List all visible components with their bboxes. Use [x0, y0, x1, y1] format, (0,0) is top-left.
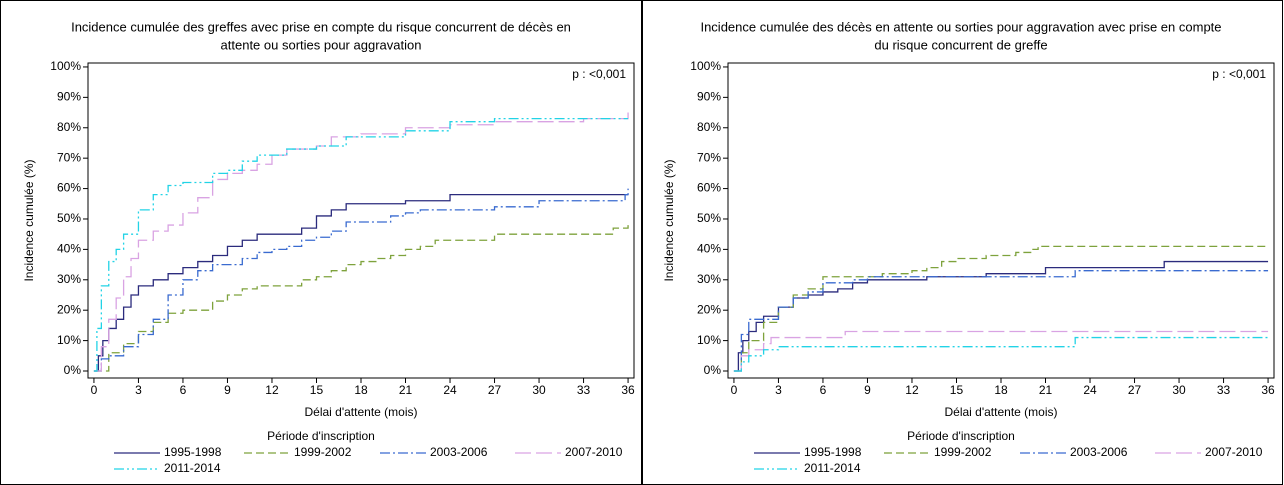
y-axis-label: Incidence cumulée (%)	[662, 159, 676, 281]
y-tick-label: 50%	[57, 211, 81, 225]
x-tick-label: 18	[994, 383, 1008, 397]
series-line	[93, 117, 629, 372]
x-tick-label: 18	[354, 383, 368, 397]
y-tick-label: 90%	[697, 90, 721, 104]
legend-label: 1999-2002	[294, 445, 352, 459]
series-line	[93, 225, 629, 372]
annotation: p : <0,001	[1212, 67, 1266, 81]
legend-label: 1995-1998	[804, 445, 862, 459]
chart-title: du risque concurrent de greffe	[874, 37, 1047, 52]
y-tick-label: 30%	[697, 272, 721, 286]
y-tick-label: 30%	[57, 272, 81, 286]
legend-title: Période d'inscription	[907, 429, 1015, 443]
y-tick-label: 40%	[697, 242, 721, 256]
series-line	[93, 194, 629, 372]
x-tick-label: 6	[820, 383, 827, 397]
series-line	[93, 112, 629, 372]
legend-label: 1995-1998	[164, 445, 222, 459]
y-tick-label: 100%	[50, 59, 81, 73]
x-axis-label: Délai d'attente (mois)	[304, 405, 417, 419]
y-tick-label: 0%	[64, 363, 82, 377]
x-tick-label: 21	[1039, 383, 1053, 397]
x-tick-label: 30	[1172, 383, 1186, 397]
legend-label: 2003-2006	[1070, 445, 1128, 459]
y-tick-label: 80%	[57, 120, 81, 134]
y-tick-label: 90%	[57, 90, 81, 104]
series-line	[733, 270, 1269, 372]
x-tick-label: 15	[950, 383, 964, 397]
y-tick-label: 70%	[57, 150, 81, 164]
y-tick-label: 60%	[697, 181, 721, 195]
legend-label: 2007-2010	[565, 445, 623, 459]
chart-title: Incidence cumulée des greffes avec prise…	[71, 19, 571, 34]
x-tick-label: 9	[224, 383, 231, 397]
y-tick-label: 50%	[697, 211, 721, 225]
legend-label: 1999-2002	[934, 445, 992, 459]
x-tick-label: 36	[1261, 383, 1275, 397]
x-tick-label: 3	[775, 383, 782, 397]
series-line	[733, 330, 1269, 372]
x-tick-label: 12	[905, 383, 919, 397]
x-tick-label: 33	[1217, 383, 1231, 397]
series-line	[733, 245, 1269, 372]
x-tick-label: 24	[1083, 383, 1097, 397]
y-tick-label: 80%	[697, 120, 721, 134]
chart-title: attente ou sorties pour aggravation	[221, 37, 422, 52]
y-tick-label: 20%	[57, 302, 81, 316]
x-tick-label: 0	[731, 383, 738, 397]
x-tick-label: 6	[180, 383, 187, 397]
y-tick-label: 10%	[57, 333, 81, 347]
x-tick-label: 36	[621, 383, 635, 397]
x-tick-label: 15	[310, 383, 324, 397]
y-tick-label: 60%	[57, 181, 81, 195]
y-tick-label: 40%	[57, 242, 81, 256]
y-tick-label: 20%	[697, 302, 721, 316]
x-tick-label: 33	[577, 383, 591, 397]
series-line	[93, 188, 629, 372]
y-tick-label: 0%	[704, 363, 722, 377]
x-tick-label: 27	[488, 383, 502, 397]
x-tick-label: 24	[443, 383, 457, 397]
x-tick-label: 3	[135, 383, 142, 397]
plot-frame	[727, 62, 1275, 379]
y-axis-label: Incidence cumulée (%)	[22, 159, 36, 281]
chart-title: Incidence cumulée des décès en attente o…	[700, 19, 1221, 34]
annotation: p : <0,001	[572, 67, 626, 81]
legend-label: 2011-2014	[804, 461, 861, 475]
legend-label: 2011-2014	[164, 461, 221, 475]
series-line	[733, 336, 1269, 372]
y-tick-label: 10%	[697, 333, 721, 347]
x-tick-label: 0	[91, 383, 98, 397]
x-tick-label: 21	[399, 383, 413, 397]
y-tick-label: 70%	[697, 150, 721, 164]
x-axis-label: Délai d'attente (mois)	[944, 405, 1057, 419]
series-line	[733, 260, 1269, 372]
x-tick-label: 30	[532, 383, 546, 397]
legend-label: 2003-2006	[430, 445, 488, 459]
legend-title: Période d'inscription	[267, 429, 375, 443]
x-tick-label: 9	[864, 383, 871, 397]
y-tick-label: 100%	[690, 59, 721, 73]
x-tick-label: 27	[1128, 383, 1142, 397]
x-tick-label: 12	[265, 383, 279, 397]
plot-frame	[87, 62, 635, 379]
legend-label: 2007-2010	[1205, 445, 1263, 459]
